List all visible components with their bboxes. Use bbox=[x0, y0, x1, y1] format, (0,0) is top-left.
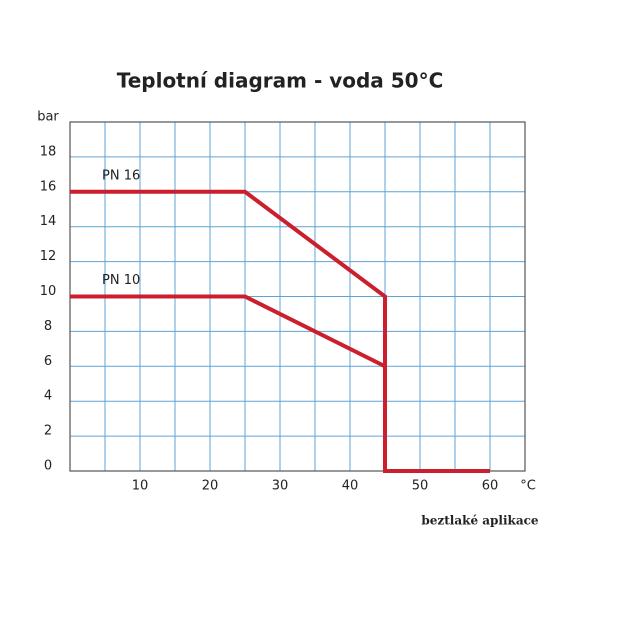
series-line bbox=[70, 294, 386, 369]
series-label: PN 10 bbox=[102, 273, 140, 288]
y-tick-label: 16 bbox=[40, 179, 57, 194]
x-tick-label: 60 bbox=[482, 479, 499, 494]
x-axis-label: °C bbox=[520, 479, 536, 494]
y-tick-label: 12 bbox=[40, 249, 57, 264]
series-line bbox=[70, 189, 490, 473]
y-tick-label: 14 bbox=[40, 214, 57, 229]
x-tick-label: 50 bbox=[412, 479, 429, 494]
chart-title: Teplotní diagram - voda 50°C bbox=[117, 69, 444, 93]
x-tick-label: 40 bbox=[342, 479, 359, 494]
x-tick-label: 10 bbox=[132, 479, 149, 494]
y-tick-label: 6 bbox=[44, 354, 52, 369]
x-tick-label: 20 bbox=[202, 479, 219, 494]
y-tick-label: 4 bbox=[44, 389, 52, 404]
y-axis-label: bar bbox=[37, 110, 59, 125]
y-tick-label: 18 bbox=[40, 144, 57, 159]
y-tick-label: 2 bbox=[44, 424, 52, 439]
y-tick-label: 10 bbox=[40, 284, 57, 299]
y-tick-label: 0 bbox=[44, 459, 52, 474]
series-label: PN 16 bbox=[102, 168, 140, 183]
y-tick-label: 8 bbox=[44, 319, 52, 334]
x-tick-label: 30 bbox=[272, 479, 289, 494]
annotation: beztlaké aplikace bbox=[421, 514, 539, 528]
